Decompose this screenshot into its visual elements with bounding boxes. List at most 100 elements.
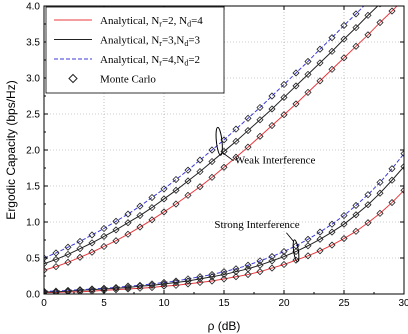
monte-carlo-point [256,116,264,124]
monte-carlo-point [52,287,60,294]
monte-carlo-point [184,166,192,174]
monte-carlo-point [232,265,240,273]
monte-carlo-point [292,256,300,264]
x-axis-title: ρ (dB) [208,319,241,333]
monte-carlo-point [44,266,48,274]
monte-carlo-point [256,268,264,276]
monte-carlo-point [340,220,348,228]
monte-carlo-point [388,176,396,184]
monte-carlo-point [88,239,96,247]
monte-carlo-point [388,198,396,207]
monte-carlo-point [124,210,132,218]
monte-carlo-point [100,232,108,240]
monte-carlo-point [220,268,228,276]
monte-carlo-point [208,277,216,285]
monte-carlo-point [112,226,120,234]
monte-carlo-point [64,258,72,266]
monte-carlo-point [196,156,204,164]
monte-carlo-point [316,228,324,236]
monte-carlo-point [172,175,180,184]
monte-carlo-point [256,103,264,112]
monte-carlo-point [352,10,360,18]
legend: Analytical, Nr=2, Nd=4 Analytical, Nr=3,N… [45,6,225,94]
y-tick-label: 0.0 [26,290,40,301]
monte-carlo-point [292,242,300,250]
monte-carlo-point [244,126,252,135]
monte-carlo-point [136,282,144,290]
monte-carlo-point [44,260,48,268]
monte-carlo-point [196,278,204,287]
monte-carlo-point [340,21,348,30]
monte-carlo-point [304,70,312,78]
monte-carlo-point [232,273,240,281]
y-tick-label: 4.0 [26,2,40,13]
legend-entry-label: Analytical, Nr=3,Nd=3 [100,35,201,49]
monte-carlo-point [244,270,252,279]
y-tick-label: 2.5 [26,110,40,121]
monte-carlo-point [352,227,360,235]
x-tick-label: 10 [158,298,170,309]
monte-carlo-point [268,257,276,265]
monte-carlo-point [208,270,216,279]
monte-carlo-point [292,100,300,108]
monte-carlo-point [400,162,404,171]
monte-carlo-point [280,260,288,269]
monte-carlo-point [340,234,348,243]
monte-carlo-point [340,35,348,43]
monte-carlo-point [184,191,192,199]
y-tick-label: 3.0 [26,74,40,85]
monte-carlo-point [64,243,72,251]
legend-entry-label: Analytical, Nr=4,Nd=2 [100,54,200,68]
monte-carlo-point [256,261,264,269]
monte-carlo-point [280,80,288,89]
monte-carlo-point [244,114,252,122]
monte-carlo-point [184,177,192,185]
monte-carlo-point [172,200,180,208]
monte-carlo-point [316,77,324,85]
monte-carlo-point [136,211,144,220]
weak-interference-label: Weak Interference [235,155,316,167]
monte-carlo-point [352,211,360,219]
monte-carlo-point [76,286,84,294]
monte-carlo-point [400,150,404,158]
monte-carlo-point [304,57,312,66]
monte-carlo-point [88,231,96,239]
monte-carlo-point [328,228,336,236]
monte-carlo-point [376,178,384,186]
monte-carlo-point [124,219,132,227]
y-tick-label: 0.5 [26,254,40,265]
monte-carlo-point [316,45,324,53]
weak-interference-leader [222,152,234,162]
series-line-weak-1 [44,6,379,265]
monte-carlo-point [196,183,204,191]
monte-carlo-point [44,288,48,294]
monte-carlo-point [160,195,168,203]
monte-carlo-point [364,201,372,209]
monte-carlo-point [328,47,336,55]
monte-carlo-point [160,208,168,216]
monte-carlo-point [148,280,156,288]
monte-carlo-point [268,121,276,130]
series-line-weak-2 [44,6,365,259]
y-tick-label: 2.0 [26,146,40,157]
strong-interference-label: Strong Interference [214,219,299,231]
monte-carlo-point [52,249,60,257]
monte-carlo-point [160,278,168,287]
monte-carlo-point [378,6,382,8]
monte-carlo-point [388,7,396,15]
monte-carlo-point [220,163,228,171]
monte-carlo-point [196,168,204,176]
monte-carlo-point [364,219,372,227]
monte-carlo-point [268,92,276,100]
monte-carlo-point [208,157,216,166]
monte-carlo-point [136,202,144,210]
legend-entry-label: Monte Carlo [100,74,156,86]
monte-carlo-point [44,287,48,294]
monte-carlo-point [328,65,336,73]
monte-carlo-point [352,201,360,210]
legend-entry-label: Analytical, Nr=2, Nd=4 [100,15,203,29]
monte-carlo-point [112,217,120,225]
monte-carlo-point [232,137,240,145]
monte-carlo-point [136,281,144,289]
monte-carlo-point [304,242,312,250]
